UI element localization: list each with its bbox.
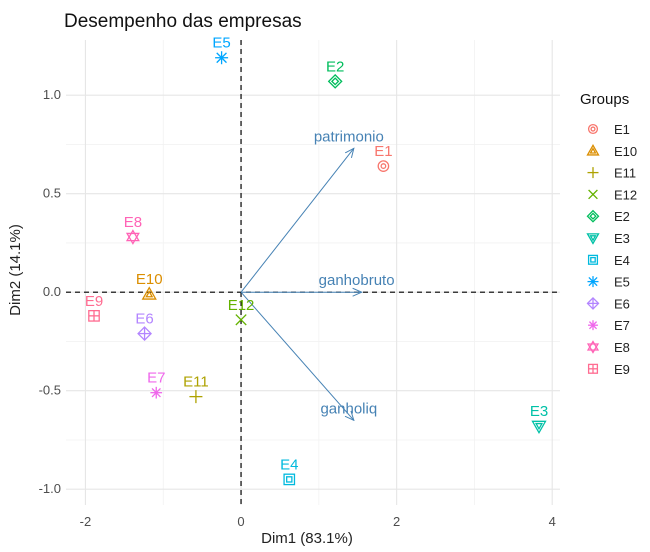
legend-key-e12 bbox=[588, 189, 598, 200]
y-tick-label: -0.5 bbox=[39, 383, 61, 398]
variable-arrow bbox=[240, 291, 354, 420]
point-label: E4 bbox=[280, 456, 298, 473]
point-label: E1 bbox=[374, 143, 392, 160]
y-tick-label: 0.5 bbox=[43, 186, 61, 201]
y-tick-label: -1.0 bbox=[39, 481, 61, 496]
point-e1 bbox=[377, 160, 390, 172]
point-e4 bbox=[283, 473, 296, 486]
variable-label: patrimonio bbox=[314, 128, 384, 145]
legend-key-e4 bbox=[587, 254, 599, 265]
legend-label: E8 bbox=[614, 340, 630, 355]
legend-key-e7 bbox=[588, 320, 598, 331]
plot-area: -2 0 2 4 -1.0 -0.5 0.0 0.5 1.0 patrimonio ganhobru… bbox=[39, 35, 560, 529]
x-tick-label: 2 bbox=[393, 514, 400, 529]
legend-title: Groups bbox=[580, 91, 629, 108]
variable-arrow bbox=[240, 148, 354, 293]
point-label: E8 bbox=[124, 214, 142, 231]
point-label: E9 bbox=[85, 293, 103, 310]
legend-key-e1 bbox=[587, 123, 599, 135]
x-tick-label: 0 bbox=[237, 514, 244, 529]
point-label: E10 bbox=[136, 271, 163, 288]
y-axis-title: Dim2 (14.1%) bbox=[7, 224, 24, 316]
legend-label: E3 bbox=[614, 231, 630, 246]
legend-label: E5 bbox=[614, 275, 630, 290]
point-label: E11 bbox=[183, 374, 209, 391]
y-tick-label: 0.0 bbox=[43, 284, 61, 299]
point-e9 bbox=[88, 309, 100, 322]
legend-key-e6 bbox=[586, 296, 600, 310]
point-e6 bbox=[137, 326, 152, 341]
point-e5 bbox=[215, 51, 229, 65]
legend-key-e10 bbox=[586, 143, 600, 156]
chart-title: Desempenho das empresas bbox=[64, 11, 302, 32]
x-axis-title: Dim1 (83.1%) bbox=[261, 530, 353, 547]
legend-label: E1 bbox=[614, 122, 630, 137]
legend: E1 E10 E11 E12 E2 E3 E4 E5 E6 E7 E8 E9 bbox=[586, 122, 637, 377]
legend-label: E6 bbox=[614, 296, 630, 311]
legend-label: E10 bbox=[614, 144, 637, 159]
point-label: E2 bbox=[326, 58, 344, 75]
point-e10 bbox=[141, 286, 157, 300]
point-e11 bbox=[189, 390, 203, 404]
point-label: E3 bbox=[530, 403, 548, 420]
y-tick-label: 1.0 bbox=[43, 87, 61, 102]
legend-key-e2 bbox=[586, 209, 600, 223]
variable-label: ganholiq bbox=[320, 400, 377, 417]
legend-key-e5 bbox=[587, 276, 599, 288]
point-e12 bbox=[235, 314, 247, 326]
point-label: E6 bbox=[135, 311, 153, 328]
legend-label: E7 bbox=[614, 318, 630, 333]
point-e3 bbox=[531, 420, 547, 434]
point-e7 bbox=[150, 386, 163, 399]
x-tick-label: 4 bbox=[549, 514, 556, 529]
point-label: E12 bbox=[228, 297, 255, 314]
legend-label: E11 bbox=[614, 166, 636, 181]
variable-label: ganhobruto bbox=[319, 272, 395, 289]
legend-key-e9 bbox=[587, 363, 599, 374]
legend-label: E2 bbox=[614, 209, 630, 224]
legend-label: E9 bbox=[614, 362, 630, 377]
point-label: E5 bbox=[212, 35, 230, 52]
point-label: E7 bbox=[147, 370, 165, 387]
legend-key-e8 bbox=[586, 340, 600, 354]
legend-key-e3 bbox=[586, 233, 600, 245]
x-tick-label: -2 bbox=[80, 514, 92, 529]
legend-label: E4 bbox=[614, 253, 630, 268]
point-e8 bbox=[125, 229, 140, 245]
legend-key-e11 bbox=[587, 167, 599, 179]
point-e2 bbox=[327, 73, 343, 89]
legend-label: E12 bbox=[614, 187, 637, 202]
